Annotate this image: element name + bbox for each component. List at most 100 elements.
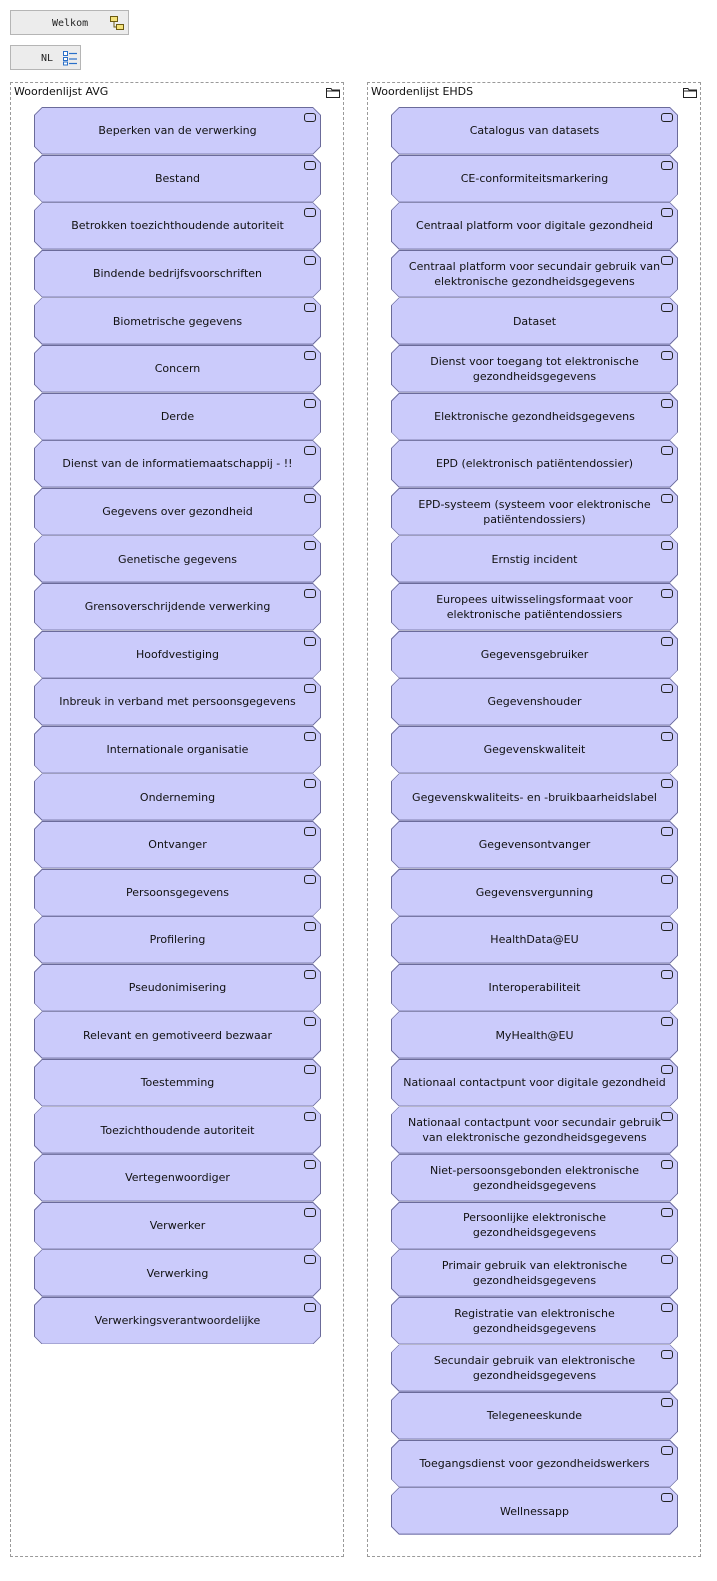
business-object-item[interactable]: Catalogus van datasets <box>391 107 678 155</box>
item-label: Grensoverschrijdende verwerking <box>84 600 271 614</box>
business-object-icon <box>304 1112 316 1122</box>
business-object-item[interactable]: Profilering <box>34 916 321 964</box>
business-object-item[interactable]: Gegevensvergunning <box>391 868 678 916</box>
business-object-item[interactable]: Niet-persoonsgebonden elektronische gezo… <box>391 1154 678 1202</box>
item-label: Gegevenskwaliteits- en -bruikbaarheidsla… <box>412 790 657 804</box>
business-object-item[interactable]: Ernstig incident <box>391 535 678 583</box>
item-label: Vertegenwoordiger <box>125 1171 230 1185</box>
business-object-item[interactable]: Centraal platform voor digitale gezondhe… <box>391 202 678 250</box>
business-object-item[interactable]: Gegevenshouder <box>391 678 678 726</box>
business-object-item[interactable]: CE-conformiteitsmarkering <box>391 154 678 202</box>
business-object-item[interactable]: Nationaal contactpunt voor digitale gezo… <box>391 1058 678 1107</box>
business-object-item[interactable]: Dataset <box>391 297 678 345</box>
business-object-icon <box>304 969 316 979</box>
item-label: Catalogus van datasets <box>469 124 600 138</box>
item-label: Verwerkingsverantwoordelijke <box>94 1314 261 1328</box>
group-woordenlijst-avg: Woordenlijst AVG Beperken van de verwerk… <box>10 82 344 1557</box>
item-label: Gegevenskwaliteit <box>483 743 586 757</box>
business-object-item[interactable]: Pseudonimisering <box>34 963 321 1011</box>
business-object-icon <box>661 1350 673 1360</box>
language-button[interactable]: NL <box>10 45 81 70</box>
business-object-item[interactable]: Persoonlijke elektronische gezondheidsge… <box>391 1201 678 1249</box>
business-object-item[interactable]: Europees uitwisselingsformaat voor elekt… <box>391 582 678 631</box>
business-object-item[interactable]: MyHealth@EU <box>391 1011 678 1059</box>
business-object-item[interactable]: Biometrische gegevens <box>34 297 321 345</box>
business-object-icon <box>304 1017 316 1027</box>
business-object-item[interactable]: HealthData@EU <box>391 916 678 964</box>
welcome-button[interactable]: Welkom <box>10 10 129 35</box>
item-label: Genetische gegevens <box>118 552 237 566</box>
business-object-item[interactable]: Beperken van de verwerking <box>34 107 321 155</box>
business-object-item[interactable]: Inbreuk in verband met persoonsgegevens <box>34 678 321 726</box>
business-object-item[interactable]: Concern <box>34 344 321 393</box>
business-object-item[interactable]: Secundair gebruik van elektronische gezo… <box>391 1344 678 1392</box>
business-object-item[interactable]: Verwerking <box>34 1249 321 1297</box>
item-label: Profilering <box>149 933 206 947</box>
business-object-item[interactable]: Toezichthoudende autoriteit <box>34 1106 321 1154</box>
item-label: EPD (elektronisch patiëntendossier) <box>435 457 634 471</box>
item-label: CE-conformiteitsmarkering <box>460 171 609 185</box>
business-object-item[interactable]: Gegevensontvanger <box>391 820 678 869</box>
item-label: Toestemming <box>140 1076 215 1090</box>
business-object-icon <box>661 874 673 884</box>
business-object-item[interactable]: Verwerker <box>34 1201 321 1249</box>
business-object-icon <box>304 493 316 503</box>
business-object-item[interactable]: Grensoverschrijdende verwerking <box>34 582 321 631</box>
business-object-item[interactable]: Toestemming <box>34 1058 321 1107</box>
business-object-item[interactable]: Betrokken toezichthoudende autoriteit <box>34 202 321 250</box>
business-object-icon <box>304 446 316 456</box>
business-object-item[interactable]: Dienst voor toegang tot elektronische ge… <box>391 344 678 393</box>
language-label: NL <box>41 53 54 64</box>
business-object-item[interactable]: Vertegenwoordiger <box>34 1154 321 1202</box>
business-object-item[interactable]: Genetische gegevens <box>34 535 321 583</box>
item-label: Verwerker <box>149 1218 206 1232</box>
business-object-item[interactable]: Toegangsdienst voor gezondheidswerkers <box>391 1439 678 1487</box>
business-object-icon <box>304 208 316 218</box>
item-label: Gegevensvergunning <box>475 885 594 899</box>
business-object-item[interactable]: Hoofdvestiging <box>34 630 321 678</box>
business-object-item[interactable]: Gegevenskwaliteit <box>391 725 678 773</box>
item-label: Gegevensontvanger <box>478 838 591 852</box>
business-object-item[interactable]: Primair gebruik van elektronische gezond… <box>391 1249 678 1297</box>
business-object-item[interactable]: Centraal platform voor secundair gebruik… <box>391 249 678 297</box>
business-object-icon <box>661 636 673 646</box>
business-object-item[interactable]: Telegeneeskunde <box>391 1392 678 1440</box>
business-object-item[interactable]: Dienst van de informatiemaatschappij - !… <box>34 440 321 488</box>
business-object-item[interactable]: Derde <box>34 392 321 440</box>
business-object-item[interactable]: Elektronische gezondheidsgegevens <box>391 392 678 440</box>
business-object-item[interactable]: EPD (elektronisch patiëntendossier) <box>391 440 678 488</box>
item-label: Verwerking <box>146 1266 209 1280</box>
item-label: Wellnessapp <box>499 1504 570 1518</box>
business-object-icon <box>661 303 673 313</box>
business-object-icon <box>304 255 316 265</box>
business-object-icon <box>304 303 316 313</box>
business-object-item[interactable]: Verwerkingsverantwoordelijke <box>34 1296 321 1345</box>
business-object-item[interactable]: Relevant en gemotiveerd bezwaar <box>34 1011 321 1059</box>
business-object-item[interactable]: Internationale organisatie <box>34 725 321 773</box>
business-object-item[interactable]: Persoonsgegevens <box>34 868 321 916</box>
business-object-item[interactable]: Gegevens over gezondheid <box>34 487 321 535</box>
item-label: EPD-systeem (systeem voor elektronische … <box>418 497 651 526</box>
business-object-item[interactable]: Ontvanger <box>34 820 321 869</box>
business-object-item[interactable]: Onderneming <box>34 773 321 821</box>
item-label: Onderneming <box>139 790 216 804</box>
business-object-item[interactable]: Nationaal contactpunt voor secundair geb… <box>391 1106 678 1154</box>
business-object-item[interactable]: Wellnessapp <box>391 1487 678 1535</box>
item-label: Secundair gebruik van elektronische gezo… <box>433 1354 636 1383</box>
item-label: Bindende bedrijfsvoorschriften <box>92 267 263 281</box>
item-label: Primair gebruik van elektronische gezond… <box>441 1259 628 1288</box>
business-object-item[interactable]: Bestand <box>34 154 321 202</box>
business-object-item[interactable]: EPD-systeem (systeem voor elektronische … <box>391 487 678 535</box>
business-object-icon <box>304 684 316 694</box>
business-object-icon <box>661 160 673 170</box>
business-object-item[interactable]: Registratie van elektronische gezondheid… <box>391 1296 678 1345</box>
business-object-item[interactable]: Gegevenskwaliteits- en -bruikbaarheidsla… <box>391 773 678 821</box>
business-object-item[interactable]: Bindende bedrijfsvoorschriften <box>34 249 321 297</box>
item-label: Dataset <box>512 314 557 328</box>
term-list-avg: Beperken van de verwerking Bestand Betrokk… <box>34 107 321 1345</box>
business-object-icon <box>304 1207 316 1217</box>
item-label: Pseudonimisering <box>128 980 227 994</box>
business-object-item[interactable]: Gegevensgebruiker <box>391 630 678 678</box>
business-object-item[interactable]: Interoperabiliteit <box>391 963 678 1011</box>
list-view-icon <box>63 51 77 66</box>
